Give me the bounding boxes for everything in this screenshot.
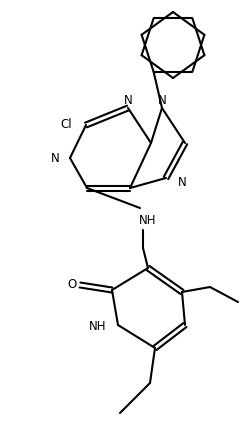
Text: NH: NH <box>89 321 106 334</box>
Text: O: O <box>67 279 77 292</box>
Text: Cl: Cl <box>60 118 72 131</box>
Text: N: N <box>124 94 132 106</box>
Text: N: N <box>158 94 166 106</box>
Text: N: N <box>178 176 187 189</box>
Text: N: N <box>51 151 60 165</box>
Text: NH: NH <box>139 214 157 226</box>
